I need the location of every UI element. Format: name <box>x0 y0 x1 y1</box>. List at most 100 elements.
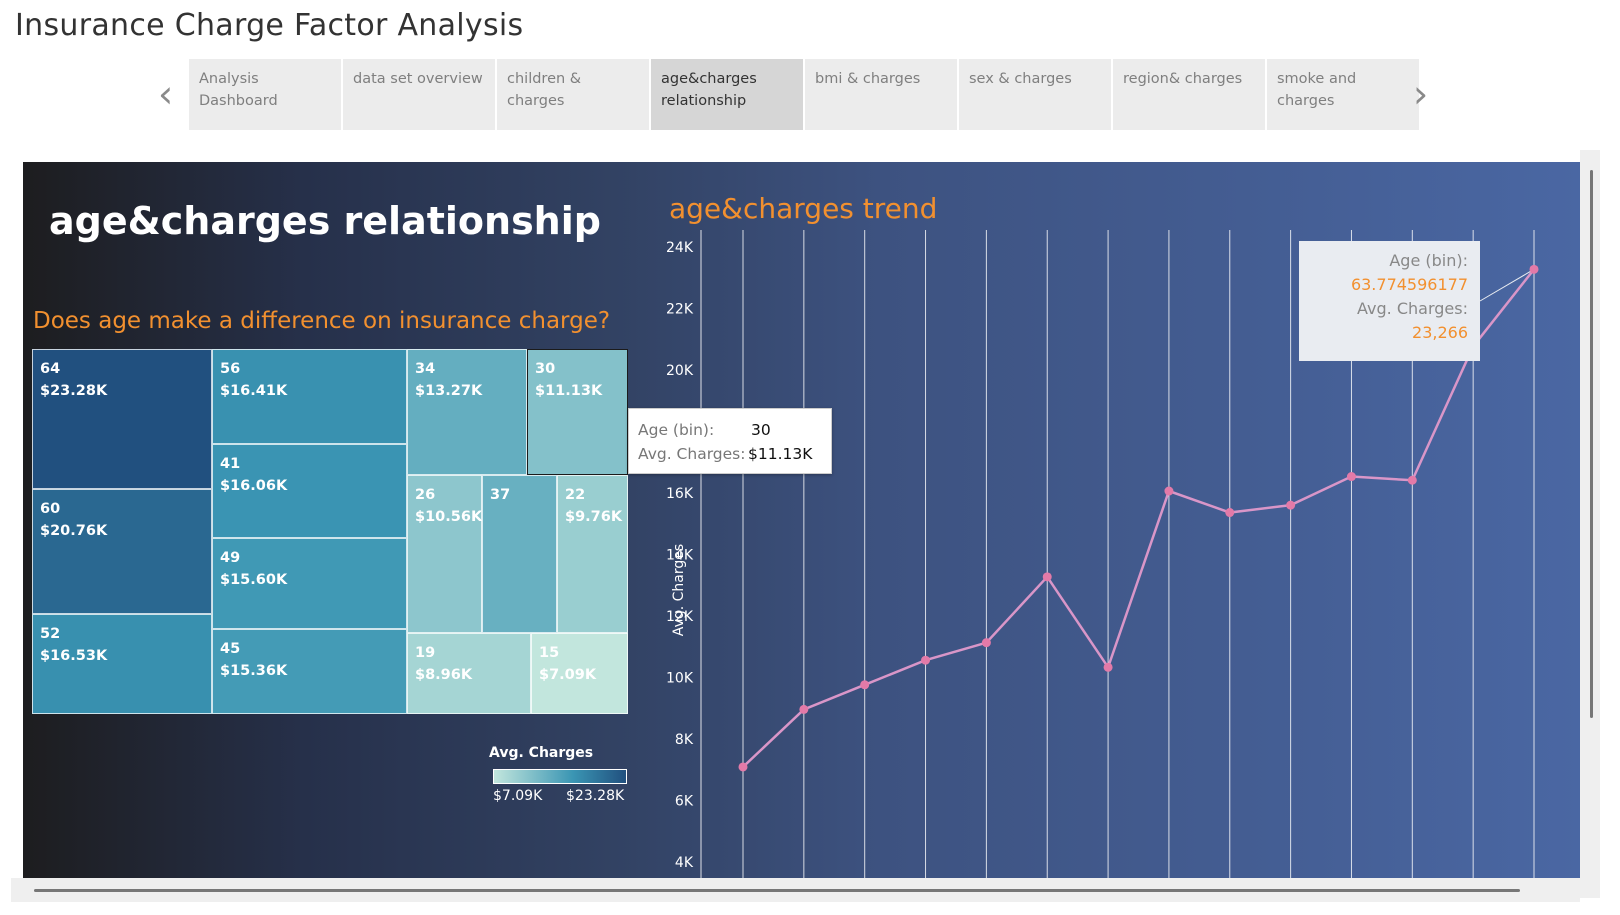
trend-point[interactable] <box>1103 662 1113 672</box>
tile-value: $15.60K <box>220 572 288 588</box>
horizontal-scrollbar[interactable] <box>34 889 1520 892</box>
dashboard-canvas: 4K6K8K10K12K14K16K18K20K22K24K Avg. Char… <box>23 162 1580 878</box>
trend-line <box>742 268 1535 768</box>
tile-age: 45 <box>220 641 241 657</box>
y-tick-label: 22K <box>666 301 694 317</box>
trend-point[interactable] <box>1407 475 1417 485</box>
tile-value: $20.76K <box>40 523 108 539</box>
sheet-tabs: Analysis Dashboard data set overview chi… <box>189 59 1419 130</box>
treemap-tile[interactable]: 41 $16.06K <box>212 444 407 538</box>
tile-value: $16.06K <box>220 478 288 494</box>
treemap-tile[interactable]: 26 $10.56K <box>407 475 482 633</box>
tile-age: 30 <box>535 361 556 377</box>
tile-value: $8.96K <box>415 667 473 683</box>
tile-value: $16.41K <box>220 383 288 399</box>
tab-data-set-overview[interactable]: data set overview <box>343 59 495 130</box>
tooltip-age-key: Age (bin): <box>1389 251 1468 270</box>
y-tick-label: 6K <box>675 793 694 809</box>
chevron-right-icon[interactable]: › <box>1413 72 1429 116</box>
tile-age: 26 <box>415 487 436 503</box>
tooltip-age-value: 63.774596177 <box>1350 275 1468 294</box>
treemap-tile[interactable]: 30 $11.13K <box>527 349 628 475</box>
trend-points <box>738 264 1539 772</box>
tooltip-age-value: 30 <box>751 421 771 439</box>
y-tick-label: 12K <box>666 609 694 625</box>
dashboard-question: Does age make a difference on insurance … <box>33 308 611 334</box>
tab-bmi-charges[interactable]: bmi & charges <box>805 59 957 130</box>
tile-age: 56 <box>220 361 241 377</box>
trend-point[interactable] <box>1286 500 1296 510</box>
page-title: Insurance Charge Factor Analysis <box>15 8 524 43</box>
trend-point[interactable] <box>1164 486 1174 496</box>
treemap-tile[interactable]: 22 $9.76K <box>557 475 628 633</box>
y-tick-label: 8K <box>675 732 694 748</box>
treemap-tile[interactable]: 15 $7.09K <box>531 633 628 714</box>
trend-point[interactable] <box>1346 472 1356 482</box>
treemap-tile[interactable]: 34 $13.27K <box>407 349 527 475</box>
treemap-tile[interactable]: 45 $15.36K <box>212 629 407 714</box>
tab-analysis-dashboard[interactable]: Analysis Dashboard <box>189 59 341 130</box>
treemap-tile[interactable]: 56 $16.41K <box>212 349 407 444</box>
tile-age: 64 <box>40 361 61 377</box>
tab-region-charges[interactable]: region& charges <box>1113 59 1265 130</box>
tile-age: 37 <box>490 487 511 503</box>
legend-min-label: $7.09K <box>493 788 543 804</box>
tooltip-age-key: Age (bin): <box>638 421 715 439</box>
treemap-tile[interactable]: 19 $8.96K <box>407 633 531 714</box>
trend-chart: 4K6K8K10K12K14K16K18K20K22K24K Avg. Char… <box>666 230 1539 878</box>
tile-age: 15 <box>539 645 560 661</box>
treemap-tile[interactable]: 60 $20.76K <box>32 489 212 614</box>
treemap-tile[interactable]: 52 $16.53K <box>32 614 212 714</box>
treemap-tooltip: Age (bin): 30 Avg. Charges: $11.13K <box>628 408 832 474</box>
tooltip-charges-value: 23,266 <box>1412 323 1468 342</box>
tooltip-leader-line <box>1479 268 1535 302</box>
tab-sex-charges[interactable]: sex & charges <box>959 59 1111 130</box>
tile-age: 41 <box>220 456 241 472</box>
treemap-tile[interactable]: 37 <box>482 475 557 633</box>
tile-age: 52 <box>40 626 61 642</box>
trend-point[interactable] <box>921 655 931 665</box>
dashboard-heading: age&charges relationship <box>49 199 601 243</box>
tooltip-charges-key: Avg. Charges: <box>1357 299 1468 318</box>
y-axis-ticks: 4K6K8K10K12K14K16K18K20K22K24K <box>666 240 694 871</box>
tile-value: $13.27K <box>415 383 483 399</box>
trend-point[interactable] <box>1225 508 1235 518</box>
y-tick-label: 4K <box>675 855 694 871</box>
chevron-left-icon[interactable]: ‹ <box>158 72 174 116</box>
legend-color-ramp <box>493 769 627 784</box>
tile-value: $7.09K <box>539 667 597 683</box>
legend-max-label: $23.28K <box>566 788 625 804</box>
y-axis-label: Avg. Charges <box>671 544 687 636</box>
chart-grid <box>700 230 1535 878</box>
tile-value: $23.28K <box>40 383 108 399</box>
trend-tooltip: Age (bin): 63.774596177 Avg. Charges: 23… <box>1299 241 1480 361</box>
tile-age: 49 <box>220 550 241 566</box>
treemap-tile[interactable]: 49 $15.60K <box>212 538 407 629</box>
tooltip-charges-key: Avg. Charges: <box>638 445 746 463</box>
trend-chart-title: age&charges trend <box>669 192 938 225</box>
trend-point[interactable] <box>981 638 991 648</box>
tooltip-charges-value: $11.13K <box>748 445 813 463</box>
tile-value: $11.13K <box>535 383 603 399</box>
y-tick-label: 24K <box>666 240 694 256</box>
tab-children-charges[interactable]: children & charges <box>497 59 649 130</box>
treemap-tile[interactable]: 64 $23.28K <box>32 349 212 489</box>
tile-age: 34 <box>415 361 436 377</box>
y-tick-label: 16K <box>666 486 694 502</box>
tile-age: 60 <box>40 501 61 517</box>
tile-age: 22 <box>565 487 586 503</box>
vertical-scrollbar[interactable] <box>1590 170 1593 718</box>
trend-point[interactable] <box>1042 572 1052 582</box>
y-tick-label: 10K <box>666 670 694 686</box>
tile-value: $10.56K <box>415 509 483 525</box>
trend-point[interactable] <box>738 762 748 772</box>
trend-point[interactable] <box>1529 264 1539 274</box>
tile-age: 19 <box>415 645 436 661</box>
legend-title: Avg. Charges <box>489 745 594 761</box>
tab-smoke-charges[interactable]: smoke and charges <box>1267 59 1419 130</box>
tab-age-charges-relationship[interactable]: age&charges relationship <box>651 59 803 130</box>
y-tick-label: 20K <box>666 363 694 379</box>
trend-point[interactable] <box>860 680 870 690</box>
trend-point[interactable] <box>799 704 809 714</box>
tile-value: $16.53K <box>40 648 108 664</box>
